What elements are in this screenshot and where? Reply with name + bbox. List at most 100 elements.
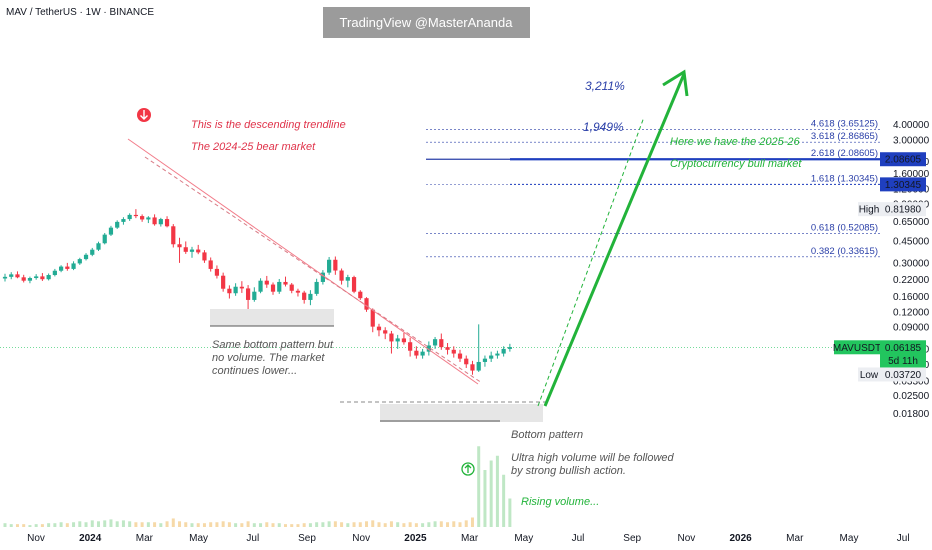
hl-value-box [880, 202, 926, 217]
volume-bar [315, 522, 319, 527]
arrow-up-circle-icon [461, 462, 475, 476]
candle-body [233, 286, 238, 294]
rising-volume-label: Rising volume... [521, 496, 599, 508]
x-tick-label: 2026 [729, 533, 752, 544]
x-tick-label: May [189, 533, 208, 544]
fib-level-label: 2.618 (2.08605) [811, 148, 878, 159]
candle-body [507, 347, 512, 349]
volume-bar [53, 523, 57, 527]
candle-body [171, 226, 176, 245]
volume-bar [265, 522, 269, 527]
fib-level-label: 0.382 (0.33615) [811, 246, 878, 257]
candle-body [308, 293, 313, 300]
candle-body [495, 353, 500, 356]
candle-body [164, 219, 170, 227]
volume-bar [115, 521, 119, 527]
volume-bar [153, 522, 157, 527]
price-tags: 2.08605 1.30345 High 0.81980 MAVUSDT 0.06185 5… [833, 152, 926, 382]
bull-projection-dashed [537, 116, 645, 407]
candle-body [227, 288, 232, 294]
x-tick-label: Jul [246, 533, 259, 544]
y-tick-label: 0.03300 [893, 376, 930, 387]
fib-price-tag [880, 177, 926, 192]
descending-trendline-dashed [144, 156, 483, 384]
volume-bar [470, 517, 474, 527]
volume-bar [408, 522, 412, 527]
candle-body [127, 214, 132, 220]
volume-bar [190, 523, 194, 527]
volume-bar [59, 522, 63, 527]
volume-bar [9, 524, 13, 527]
volume-bar [215, 522, 219, 527]
candle-body [358, 291, 363, 299]
volume-bar [146, 522, 150, 527]
candle-body [320, 272, 325, 282]
volume-bar [78, 521, 82, 527]
last-price-tag [880, 340, 926, 369]
candle-body [245, 288, 251, 300]
volume-bar [140, 522, 144, 527]
bear-market-label: The 2024-25 bear market [191, 141, 316, 153]
volume-bar [377, 522, 381, 527]
candle-body [9, 274, 14, 277]
candle-body [414, 350, 419, 356]
y-tick-label: 3.00000 [893, 135, 930, 146]
descending-trendline [127, 138, 479, 385]
candle-body [408, 342, 413, 351]
candle-body [370, 309, 375, 327]
volume-bar [495, 455, 499, 527]
time-axis: Nov 2024 Mar May Jul Sep Nov 2025 Mar May Jul Sep No… [27, 533, 909, 544]
bottom-zone-2 [380, 404, 543, 422]
hl-label-box [858, 367, 880, 382]
volume-bar [65, 523, 69, 527]
candle-body [108, 227, 114, 235]
x-tick-label: May [840, 533, 859, 544]
candle-body [376, 326, 382, 331]
candle-body [152, 217, 157, 225]
volume-bars [3, 446, 512, 527]
candle-body [2, 276, 8, 279]
volume-bar [96, 521, 100, 527]
candle-body [96, 243, 101, 250]
candle-body [451, 349, 456, 354]
candle-body [21, 277, 26, 281]
candle-body [140, 216, 145, 220]
volume-bar [271, 523, 275, 527]
watermark: TradingView @MasterAnanda [340, 15, 514, 30]
candle-body [40, 276, 45, 280]
x-tick-label: Sep [623, 533, 641, 544]
candle-body [102, 234, 107, 244]
hl-label: High [859, 205, 880, 216]
volume-bar [184, 522, 188, 527]
candle-body [121, 219, 126, 222]
x-tick-label: Nov [27, 533, 45, 544]
y-tick-label: 0.45000 [893, 237, 930, 248]
y-tick-label: 0.01800 [893, 409, 930, 420]
volume-bar [240, 523, 244, 527]
x-tick-label: 2025 [404, 533, 427, 544]
volume-bar [427, 522, 431, 527]
volume-bar [84, 522, 88, 527]
volume-bar [383, 523, 387, 527]
candle-body [482, 358, 488, 362]
volume-bar [333, 521, 337, 527]
volume-bar [502, 474, 506, 527]
bottom-pattern-label: Bottom pattern [511, 429, 583, 441]
symbol-tag-label: MAVUSDT [833, 343, 881, 354]
candle-body [464, 358, 469, 365]
volume-bar [421, 523, 425, 527]
candle-body [34, 276, 39, 279]
candle-body [439, 339, 444, 348]
y-tick-label: 0.09000 [893, 323, 930, 334]
hl-label-box [858, 202, 880, 217]
candle-body [264, 280, 269, 285]
candle-body [214, 268, 220, 276]
bull-arrow-head [662, 69, 689, 97]
candle-body [71, 263, 76, 269]
candle-body [420, 351, 425, 356]
volume-bar [246, 521, 250, 527]
gain-1949-label: 1,949% [583, 120, 624, 134]
gain-3211-label: 3,211% [585, 79, 625, 93]
y-tick-label: 0.12000 [893, 307, 930, 318]
